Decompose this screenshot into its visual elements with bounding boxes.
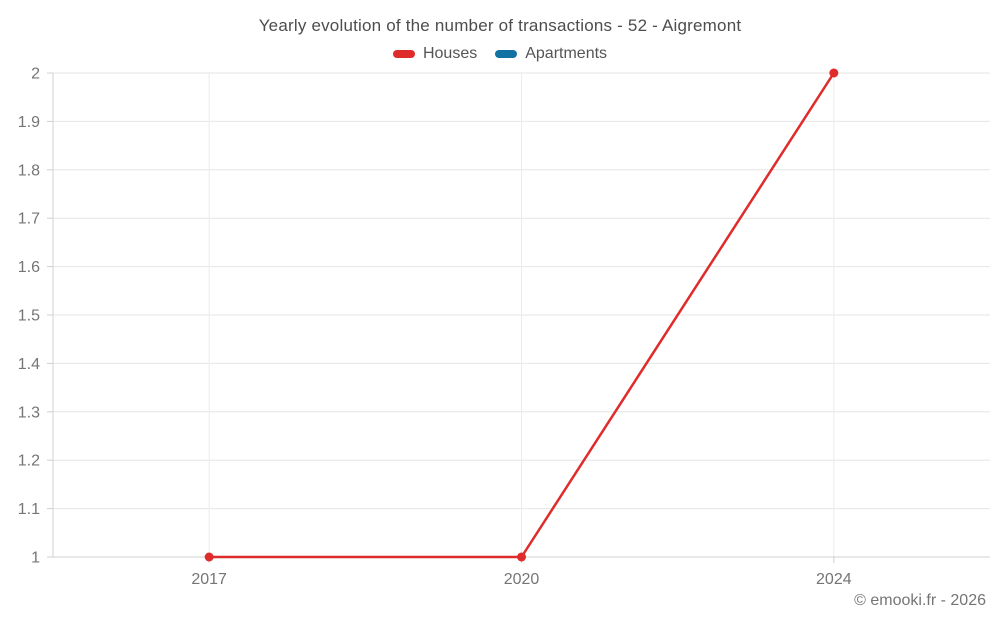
chart-legend: Houses Apartments [0,45,1000,63]
data-point-houses [829,68,839,78]
y-tick-label: 1.3 [18,404,40,421]
legend-label-apartments: Apartments [525,45,608,62]
y-tick-label: 2 [31,66,40,83]
legend-swatch-apartments [495,50,518,58]
x-tick-label: 2017 [191,571,227,588]
chart-title: Yearly evolution of the number of transa… [258,16,742,35]
x-tick-label: 2024 [816,571,852,588]
copyright-footer: © emooki.fr - 2026 [854,592,986,609]
y-tick-label: 1 [31,550,40,567]
y-tick-label: 1.2 [18,453,40,470]
legend-item-houses[interactable]: Houses [392,45,478,63]
data-point-houses [204,552,214,562]
legend-item-apartments[interactable]: Apartments [495,45,607,63]
y-tick-label: 1.7 [18,211,40,228]
y-tick-label: 1.4 [18,356,40,373]
legend-label-houses: Houses [422,45,478,62]
data-point-houses [517,552,526,562]
y-tick-label: 1.6 [18,259,40,276]
x-tick-label: 2020 [504,571,540,588]
legend-swatch-houses [392,50,415,58]
y-tick-label: 1.8 [18,162,40,179]
y-tick-label: 1.5 [18,308,40,325]
y-tick-label: 1.9 [18,114,40,131]
y-tick-label: 1.1 [18,501,40,518]
